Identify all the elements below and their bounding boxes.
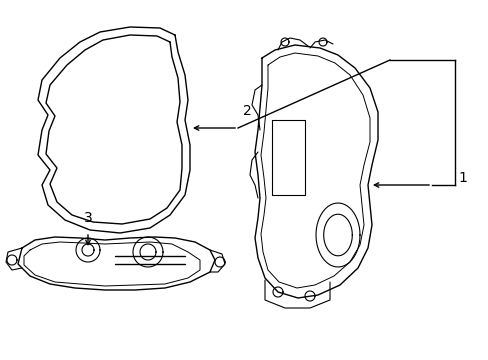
Text: 1: 1 [457,171,466,185]
Text: 2: 2 [243,104,251,118]
Text: 3: 3 [83,211,92,225]
